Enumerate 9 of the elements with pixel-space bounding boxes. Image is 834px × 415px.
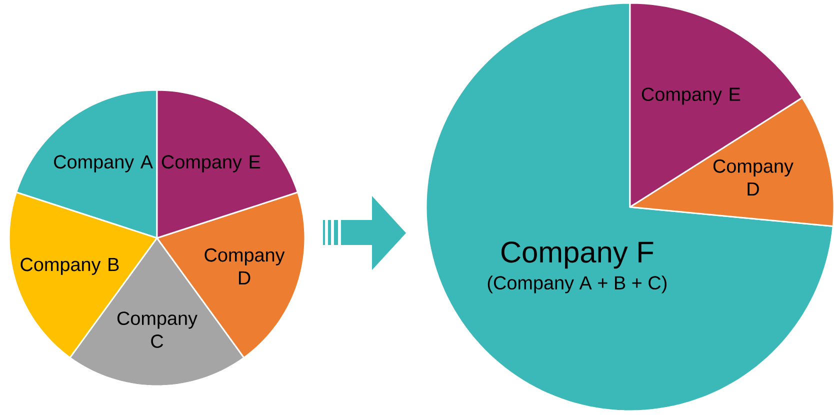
slice-label: Company F: [501, 242, 654, 269]
slice-label: Company D: [713, 159, 794, 196]
slice-label: Company C: [117, 312, 198, 348]
slice-label: Company B: [20, 258, 119, 275]
text: (Company A + B + C): [488, 276, 666, 294]
slice-label: Company D: [204, 248, 285, 284]
slice-label: Company E: [162, 155, 260, 172]
slice-label: Company E: [642, 88, 740, 105]
slice-label: Company A: [54, 155, 153, 172]
